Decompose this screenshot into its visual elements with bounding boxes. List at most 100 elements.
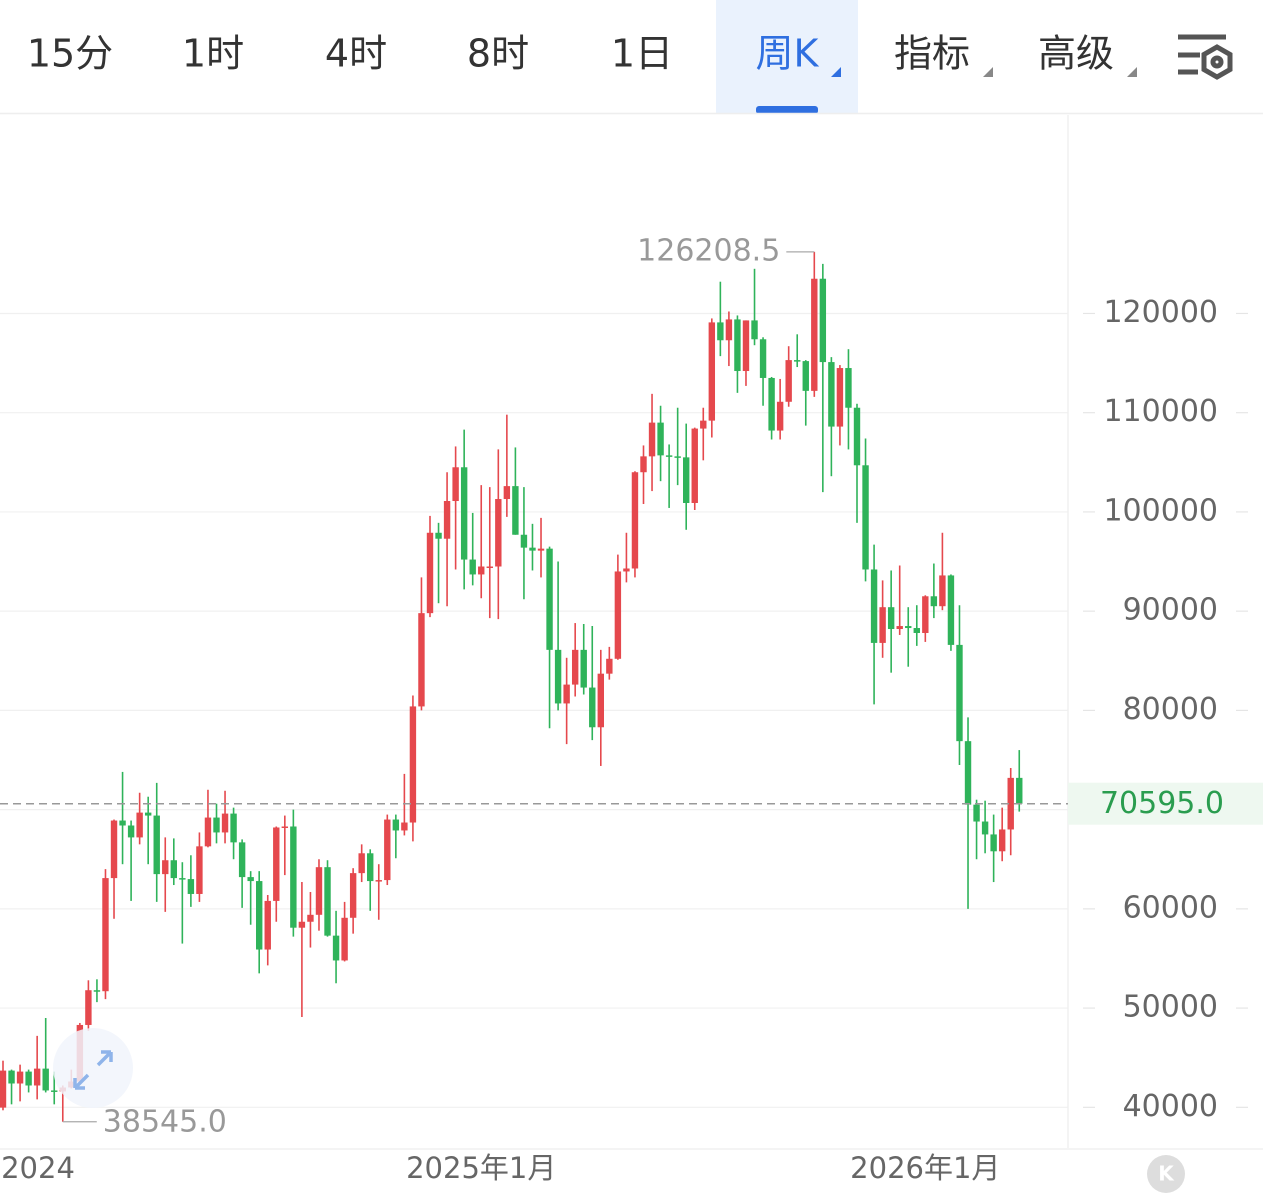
svg-text:K: K xyxy=(1158,1162,1175,1186)
candle-body xyxy=(691,428,698,503)
candle-body xyxy=(571,649,579,685)
candle-body xyxy=(230,813,237,843)
candle-body xyxy=(794,360,801,362)
candle-body xyxy=(443,501,451,539)
candle-body xyxy=(947,575,955,645)
y-tick-label: 60000 xyxy=(1123,890,1218,925)
settings-icon[interactable] xyxy=(1178,34,1233,80)
candle-body xyxy=(964,741,972,805)
candle-body xyxy=(905,626,912,629)
candle-body xyxy=(589,687,596,728)
candle-body xyxy=(33,1068,41,1086)
candle-body xyxy=(973,804,980,822)
candle-body xyxy=(734,319,741,372)
tab[interactable]: 周K xyxy=(756,32,820,76)
candle-body xyxy=(247,877,254,882)
x-tick-label: 2025年1月 xyxy=(406,1151,556,1185)
tab[interactable]: 8时 xyxy=(467,32,529,76)
candle-body xyxy=(486,566,493,569)
candle-body xyxy=(529,547,536,551)
candle-body xyxy=(708,322,716,421)
candle-body xyxy=(42,1068,49,1091)
x-tick-label: 2026年1月 xyxy=(850,1151,1000,1185)
tab[interactable]: 15分 xyxy=(27,32,113,76)
candle-body xyxy=(759,339,767,378)
candle-body xyxy=(384,819,391,881)
candle-body xyxy=(520,534,528,548)
candle-body xyxy=(495,499,502,567)
y-tick-label: 40000 xyxy=(1123,1089,1218,1124)
candle-body xyxy=(25,1071,32,1086)
candle-body xyxy=(273,827,280,901)
candle-body xyxy=(1007,777,1014,830)
candle-body xyxy=(85,990,92,1025)
candle-body xyxy=(785,360,792,402)
candle-body xyxy=(683,457,690,503)
candle-body xyxy=(665,455,673,457)
candle-body xyxy=(1016,777,1023,804)
candle-body xyxy=(298,921,306,928)
dropdown-indicator xyxy=(983,67,993,77)
toolbar: 15分 1时 4时 8时 1日 周K 指标 高级 xyxy=(27,0,1114,114)
tab[interactable]: 1日 xyxy=(611,32,673,76)
candle-body xyxy=(546,548,553,650)
y-tick-label: 110000 xyxy=(1103,394,1218,429)
candle-body xyxy=(204,817,212,847)
candle-body xyxy=(238,842,246,878)
candle-body xyxy=(879,607,886,643)
candle-body xyxy=(418,613,425,707)
candle-body xyxy=(187,879,195,894)
candle-body xyxy=(981,821,989,835)
candle-body xyxy=(264,900,271,950)
expand-button[interactable] xyxy=(53,1028,133,1108)
active-tab-underline xyxy=(756,106,818,114)
candle-body xyxy=(409,706,417,823)
candle-body xyxy=(392,819,400,831)
candle-body xyxy=(426,532,434,614)
candle-body xyxy=(776,401,784,431)
candle-body xyxy=(836,368,844,427)
k-logo[interactable]: K xyxy=(1147,1155,1185,1193)
candle-body xyxy=(614,571,622,659)
y-tick-label: 120000 xyxy=(1103,295,1218,330)
tab[interactable]: 1时 xyxy=(182,32,244,76)
candle-body xyxy=(170,860,177,879)
candle-body xyxy=(853,407,861,466)
candle-body xyxy=(127,825,135,838)
candle-body xyxy=(640,456,647,473)
min-price-label: 38545.0 xyxy=(103,1104,227,1139)
candle-body xyxy=(563,684,570,704)
candle-body xyxy=(606,658,613,674)
y-tick-label: 50000 xyxy=(1123,990,1218,1025)
candle-body xyxy=(179,878,186,880)
candle-body xyxy=(196,846,203,894)
candle-body xyxy=(922,596,929,633)
last-price-box xyxy=(1068,782,1263,825)
candle-body xyxy=(725,319,733,341)
candle-body xyxy=(956,644,963,742)
y-tick-label: 100000 xyxy=(1103,493,1218,528)
candle-body xyxy=(375,880,382,882)
candle-body xyxy=(315,867,323,915)
candle-body xyxy=(939,575,946,607)
candle-body xyxy=(358,853,365,874)
tab[interactable]: 高级 xyxy=(1038,32,1114,76)
y-tick-label: 80000 xyxy=(1123,692,1218,727)
tab[interactable]: 4时 xyxy=(325,32,387,76)
candle-body xyxy=(580,649,587,688)
candle-body xyxy=(478,566,485,575)
candle-body xyxy=(503,486,511,500)
candle-body xyxy=(742,320,750,372)
candle-body xyxy=(460,467,468,560)
candle-body xyxy=(623,568,630,572)
active-tab-bg xyxy=(716,0,858,113)
candle-body xyxy=(657,422,664,456)
candle-body xyxy=(281,826,289,828)
tab[interactable]: 指标 xyxy=(894,32,970,76)
candle-body xyxy=(870,569,878,643)
candle-body xyxy=(717,322,724,341)
candle-body xyxy=(93,990,101,992)
candle-body xyxy=(700,420,707,429)
